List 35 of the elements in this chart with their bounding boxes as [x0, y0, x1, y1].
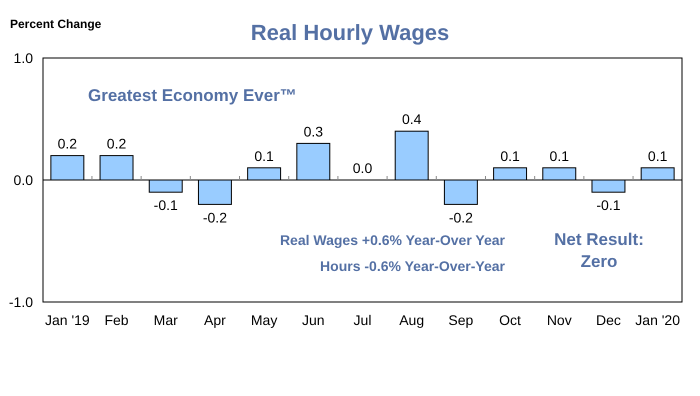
x-tick-label: Apr [204, 312, 226, 328]
data-label: -0.1 [596, 197, 621, 214]
annotation: Real Wages +0.6% Year-Over Year [280, 232, 506, 248]
data-label: -0.2 [448, 209, 474, 226]
chart-title: Real Hourly Wages [250, 20, 450, 45]
data-label: 0.0 [352, 160, 372, 176]
annotation: Net Result: Zero [554, 230, 644, 271]
data-label: 0.3 [304, 123, 324, 140]
x-tick-label: Jan '20 [635, 312, 680, 328]
data-label: 0.1 [550, 148, 570, 164]
x-tick-label: Feb [104, 312, 129, 328]
annotation: Hours -0.6% Year-Over-Year [320, 258, 506, 274]
x-tick-label: May [250, 312, 278, 328]
data-label: 0.1 [500, 148, 520, 164]
x-tick-label: Jun [302, 312, 325, 328]
data-label: 0.4 [402, 111, 422, 128]
data-label: -0.1 [154, 197, 178, 214]
x-tick-label: Sep [448, 312, 474, 328]
y-tick-label: -1.0 [8, 294, 34, 310]
y-axis-title: Percent Change [10, 17, 102, 31]
y-tick-label: 0.0 [14, 172, 34, 188]
data-label: 0.2 [58, 136, 78, 152]
data-label: 0.2 [106, 136, 126, 152]
x-tick-label: Nov [546, 312, 572, 328]
x-tick-label: Mar [154, 312, 178, 328]
x-tick-label: Aug [399, 312, 424, 328]
x-tick-label: Dec [596, 312, 621, 328]
data-label: 0.1 [648, 148, 668, 164]
x-tick-label: Oct [499, 312, 522, 328]
x-tick-label: Jul [354, 312, 372, 328]
y-tick-label: 1.0 [14, 50, 34, 66]
x-tick-label: Jan '19 [44, 312, 90, 328]
data-label: 0.1 [254, 148, 274, 164]
annotation: Greatest Economy Ever™ [88, 86, 297, 105]
data-label: -0.2 [202, 209, 228, 226]
